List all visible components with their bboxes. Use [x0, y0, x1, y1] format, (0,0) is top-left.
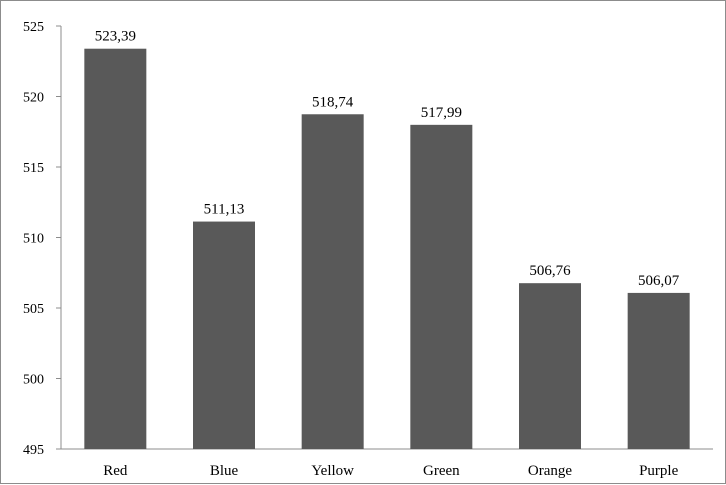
bar-purple [627, 292, 690, 449]
data-label-green: 517,99 [421, 105, 462, 121]
data-label-red: 523,39 [95, 29, 136, 45]
y-axis-ticks: 495 500 505 510 515 520 525 [23, 20, 61, 458]
y-tick-label: 520 [23, 91, 44, 106]
bars [84, 48, 690, 450]
bar-red [84, 48, 147, 450]
bar-blue [193, 221, 255, 449]
category-label-orange: Orange [528, 463, 572, 479]
y-tick-label: 500 [23, 373, 44, 388]
bar-orange [519, 283, 581, 449]
bar-yellow [301, 114, 364, 450]
category-label-purple: Purple [639, 463, 679, 479]
category-label-green: Green [423, 463, 460, 479]
y-tick-label: 510 [23, 232, 44, 247]
category-label-yellow: Yellow [311, 463, 354, 479]
category-labels: Red Blue Yellow Green Orange Purple [103, 463, 678, 479]
data-label-orange: 506,76 [529, 263, 571, 279]
category-label-blue: Blue [210, 463, 239, 479]
y-tick-label: 505 [23, 302, 44, 317]
category-label-red: Red [103, 463, 128, 479]
y-tick-label: 515 [23, 161, 44, 176]
axes [60, 26, 713, 450]
data-label-blue: 511,13 [204, 202, 245, 218]
data-label-purple: 506,07 [638, 273, 680, 289]
y-tick-label: 495 [23, 443, 44, 458]
y-tick-label: 525 [23, 20, 44, 35]
bar-green [410, 124, 473, 449]
data-label-yellow: 518,74 [312, 94, 354, 110]
data-labels: 523,39 511,13 518,74 517,99 506,76 506,07 [95, 29, 680, 289]
